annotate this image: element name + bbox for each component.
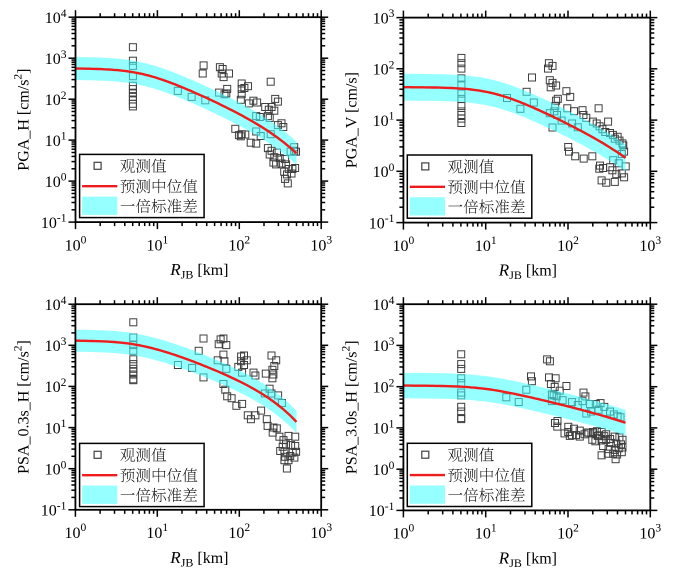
- svg-text:RJB [km]: RJB [km]: [169, 260, 228, 282]
- svg-text:PSA_3.0s_H [cm/s2]: PSA_3.0s_H [cm/s2]: [340, 340, 360, 474]
- svg-text:PGA_V [cm/s]: PGA_V [cm/s]: [343, 72, 360, 168]
- svg-text:RJB [km]: RJB [km]: [498, 548, 557, 570]
- svg-text:PSA_0.3s_H [cm/s2]: PSA_0.3s_H [cm/s2]: [12, 340, 32, 474]
- svg-text:RJB [km]: RJB [km]: [498, 261, 557, 283]
- svg-text:PGA_H [cm/s2]: PGA_H [cm/s2]: [13, 69, 33, 171]
- svg-text:RJB [km]: RJB [km]: [169, 548, 228, 570]
